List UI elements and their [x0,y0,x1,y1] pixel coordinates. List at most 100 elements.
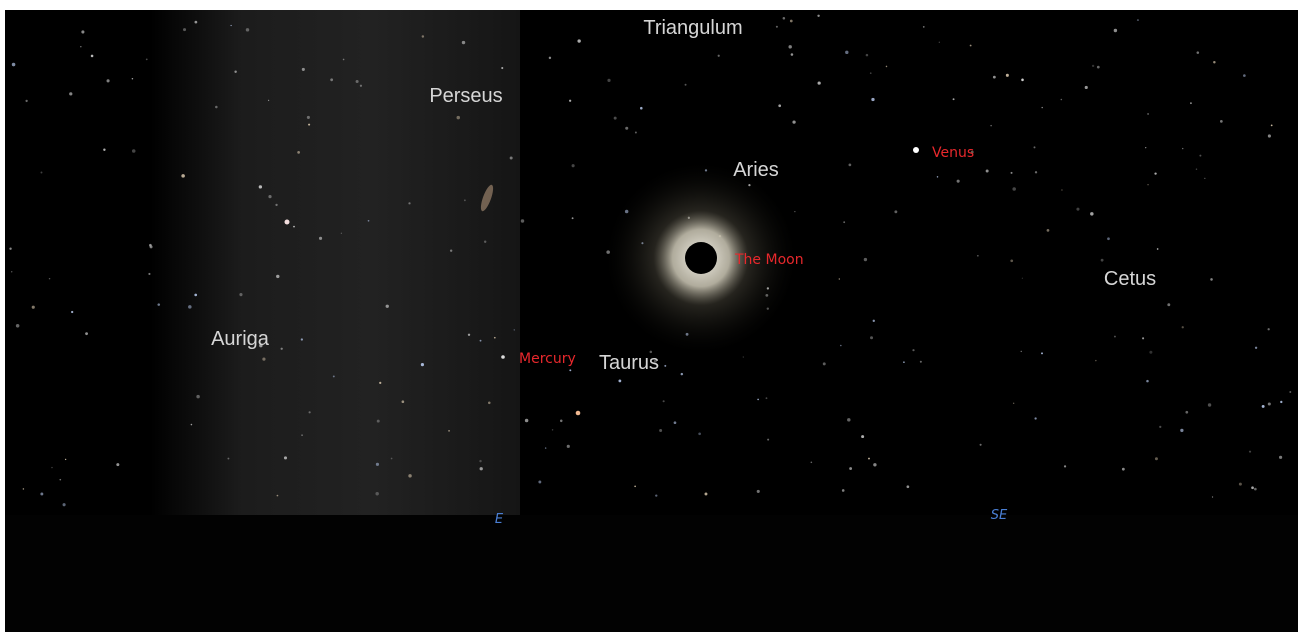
star [215,106,218,109]
star [501,67,503,69]
constellation-label: Taurus [599,352,659,374]
sky-view: Triangulum Perseus Aries Cetus Auriga Ta… [0,0,1303,637]
star [521,219,524,222]
star [107,79,110,82]
star [457,116,460,119]
star [421,363,424,366]
star [705,492,708,495]
star [25,100,27,102]
star [40,493,43,496]
object-label: Venus [932,145,974,161]
star [132,149,136,153]
star [40,172,42,174]
star [239,293,242,296]
star [1220,120,1223,123]
star [479,460,481,462]
star [843,221,845,223]
star [823,362,826,365]
star [1011,172,1013,174]
star [993,76,996,79]
star [386,305,389,308]
star [1042,107,1043,108]
star [939,42,940,43]
star [1268,402,1271,405]
star [480,467,483,470]
star [157,303,160,306]
constellation-label: Auriga [211,328,270,350]
star [894,210,897,213]
star [1157,248,1159,250]
star [937,176,938,177]
star [375,492,378,495]
star [1146,380,1149,383]
star [1251,486,1254,489]
star [81,30,84,33]
star [817,15,819,17]
star [330,78,333,81]
star [297,151,300,154]
star [402,400,405,403]
star [907,485,910,488]
object-label: The Moon [734,252,804,268]
star [1013,403,1014,404]
star [990,125,992,127]
star [1061,99,1063,101]
star [525,419,529,423]
star [1145,147,1146,148]
star [277,495,279,497]
ground [5,515,1298,632]
star [32,306,35,309]
star [868,458,870,460]
star [1268,134,1271,137]
mercury-dot [501,355,505,359]
star [549,57,551,59]
star [275,204,277,206]
star [65,459,66,460]
star [794,211,795,212]
page: Triangulum Perseus Aries Cetus Auriga Ta… [0,0,1303,637]
star [1142,337,1144,339]
star [494,337,496,339]
star [811,461,813,463]
star [1199,155,1201,157]
star [776,26,778,28]
star [1155,457,1158,460]
star [866,54,869,57]
star [552,429,553,430]
star [1213,61,1215,63]
direction-label: SE [991,508,1008,523]
star [302,68,305,71]
star [767,439,769,441]
star [462,41,465,44]
star [1010,259,1013,262]
star [625,127,628,130]
star [1208,403,1211,406]
star [194,294,197,297]
star [181,174,185,178]
star [655,494,657,496]
star [408,202,410,204]
constellation-label: Perseus [429,85,502,107]
constellation-label: Triangulum [643,17,742,39]
star [903,361,905,363]
star [618,379,621,382]
star [1085,86,1088,89]
star [376,463,379,466]
star [488,402,491,405]
star [538,481,541,484]
star [849,467,852,470]
star [333,375,335,377]
star [614,117,617,120]
star [63,503,66,506]
star [957,180,960,183]
star [757,490,760,493]
venus-dot [913,147,919,153]
star [986,170,989,173]
star [1204,178,1205,179]
star [778,104,781,107]
star [408,474,411,477]
star [1243,74,1246,77]
star [514,329,515,330]
star [1147,113,1148,114]
star [196,395,199,398]
